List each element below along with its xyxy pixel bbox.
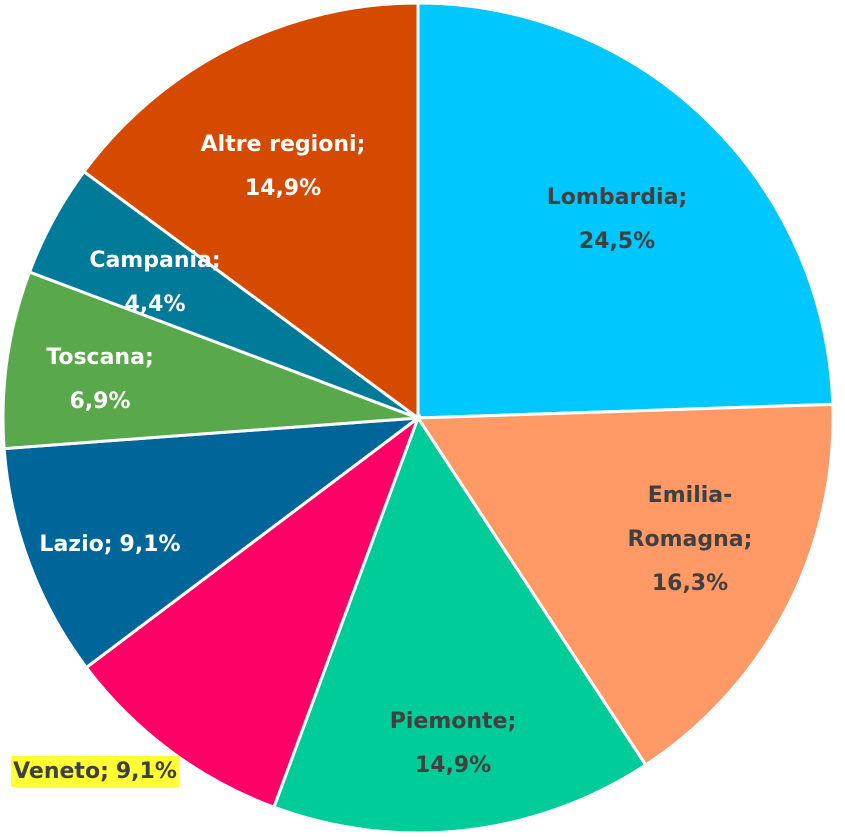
pie-slice — [271, 414, 648, 835]
slice-label-text: Campania; 4,4% — [89, 248, 220, 317]
label-highlight — [11, 756, 179, 787]
pie-slice — [81, 1, 420, 421]
label-part: Emilia- — [648, 483, 733, 508]
pie-slice — [1, 270, 419, 451]
label-part: Lombardia; — [547, 185, 687, 210]
slice-label: Altre regioni; 14,9% — [201, 132, 366, 201]
slice-label-text: Lazio; 9,1% — [39, 532, 180, 557]
slice-label-text: Altre regioni; 14,9% — [201, 132, 366, 201]
label-part: Campania; — [89, 248, 220, 273]
slice-label: Veneto; 9,1% — [11, 756, 179, 787]
slice-label: Toscana; 6,9% — [46, 345, 154, 414]
slice-label: Piemonte; 14,9% — [390, 709, 517, 778]
label-part: Altre regioni; — [201, 132, 366, 157]
label-part: 6,9% — [69, 389, 130, 414]
pie-slice — [416, 1, 835, 420]
label-part: 16,3% — [652, 571, 728, 596]
label-part: 4,4% — [124, 292, 185, 317]
pie-slice — [84, 413, 422, 810]
label-part: Toscana; — [46, 345, 154, 370]
slice-label: Campania; 4,4% — [89, 248, 220, 317]
label-part: 14,9% — [415, 753, 491, 778]
pie-slice — [415, 402, 835, 768]
label-part: Piemonte; — [390, 709, 517, 734]
slice-label-text: Emilia- Romagna; 16,3% — [628, 483, 753, 596]
slice-label-text: Piemonte; 14,9% — [390, 709, 517, 778]
label-part: 9,1% — [116, 759, 177, 784]
slice-label-text: Toscana; 6,9% — [46, 345, 154, 414]
label-part: Lazio; — [39, 532, 112, 557]
label-part: Veneto; — [13, 759, 109, 784]
pie-slice — [2, 416, 423, 670]
slice-label: Emilia- Romagna; 16,3% — [628, 483, 753, 596]
slice-label: Lombardia; 24,5% — [547, 185, 687, 254]
slice-label: Lazio; 9,1% — [39, 532, 180, 557]
label-part: 14,9% — [245, 176, 321, 201]
label-part: 24,5% — [579, 229, 655, 254]
label-part: 9,1% — [120, 532, 181, 557]
label-part: Romagna; — [628, 527, 753, 552]
slice-label-text: Lombardia; 24,5% — [547, 185, 687, 254]
slice-label-text: Veneto; 9,1% — [13, 759, 177, 784]
